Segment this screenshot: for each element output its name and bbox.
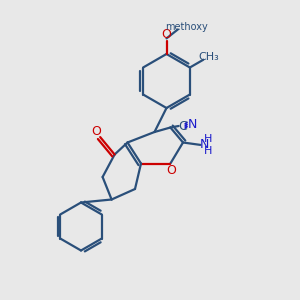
- Text: C: C: [178, 119, 187, 133]
- Text: N: N: [199, 138, 209, 152]
- Text: CH₃: CH₃: [198, 52, 219, 62]
- Text: O: O: [166, 164, 176, 178]
- Text: methoxy: methoxy: [165, 22, 208, 32]
- Text: H: H: [204, 134, 212, 144]
- Text: H: H: [204, 146, 212, 157]
- Text: O: O: [162, 28, 171, 41]
- Text: O: O: [92, 124, 101, 138]
- Text: N: N: [188, 118, 197, 131]
